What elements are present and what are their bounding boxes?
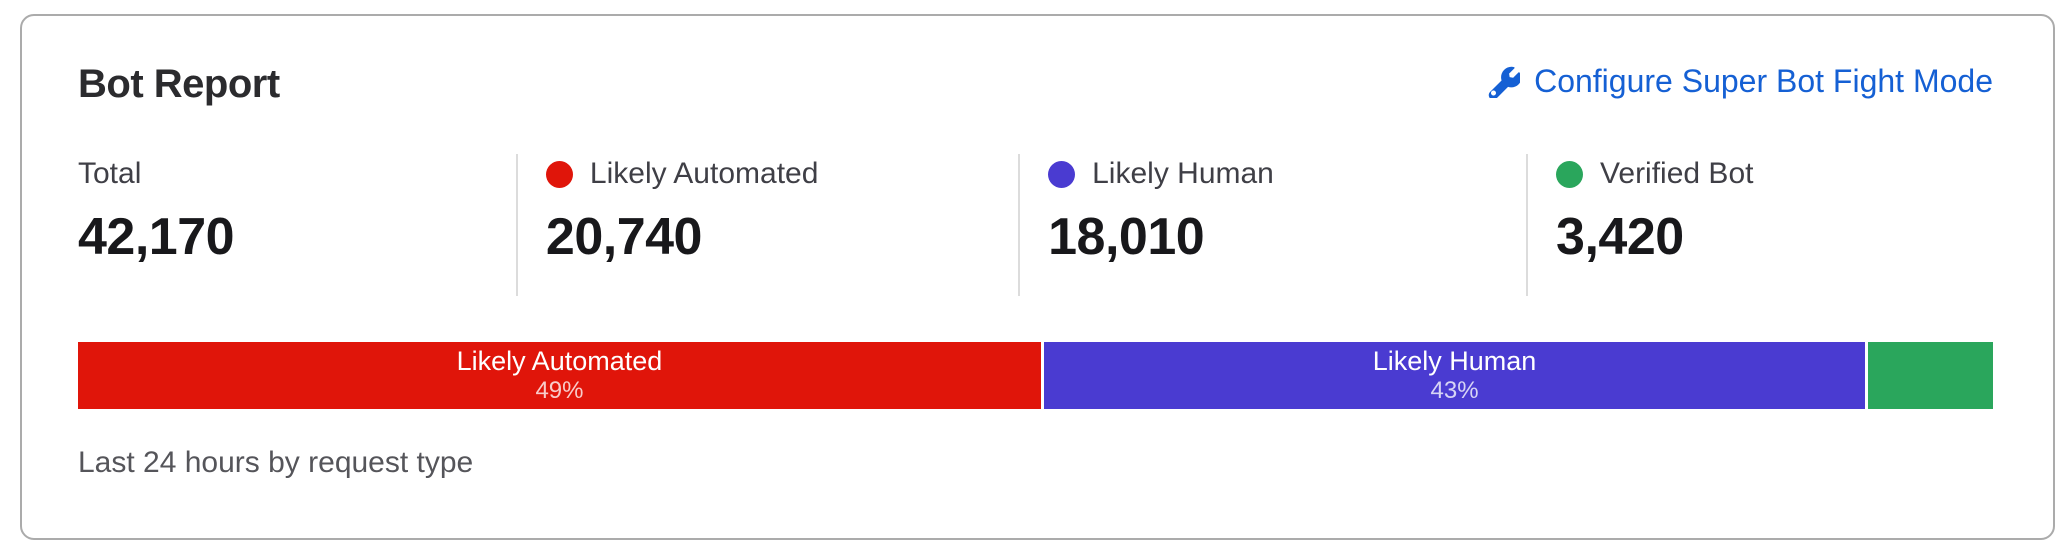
stat-likely-automated: Likely Automated 20,740 bbox=[515, 154, 1018, 296]
bar-segment-likely-automated[interactable]: Likely Automated 49% bbox=[78, 341, 1041, 409]
stat-verified-bot: Verified Bot 3,420 bbox=[1526, 154, 1993, 296]
stat-label: Total bbox=[78, 157, 142, 190]
configure-super-bot-fight-mode-link[interactable]: Configure Super Bot Fight Mode bbox=[1488, 63, 1993, 99]
stats-row: Total 42,170 Likely Automated 20,740 Lik… bbox=[78, 154, 1993, 296]
bar-segment-percent: 43% bbox=[1430, 377, 1479, 405]
stat-value: 42,170 bbox=[78, 208, 235, 266]
stat-label: Likely Automated bbox=[589, 157, 819, 190]
likely-human-dot-icon bbox=[1048, 160, 1076, 188]
stat-value: 20,740 bbox=[545, 208, 703, 266]
stat-value: 18,010 bbox=[1048, 208, 1205, 266]
bar-segment-percent: 49% bbox=[535, 377, 584, 405]
bar-segment-label: Likely Automated bbox=[456, 345, 663, 376]
bot-report-card: Bot Report Configure Super Bot Fight Mod… bbox=[20, 14, 2055, 540]
stat-label: Likely Human bbox=[1092, 157, 1274, 190]
bar-segment-label: Likely Human bbox=[1372, 345, 1537, 376]
page-title: Bot Report bbox=[78, 62, 280, 106]
chart-caption: Last 24 hours by request type bbox=[78, 445, 474, 479]
configure-link-label: Configure Super Bot Fight Mode bbox=[1534, 63, 1993, 99]
stacked-bar-chart: Likely Automated 49% Likely Human 43% bbox=[78, 341, 1993, 409]
bar-segment-verified-bot[interactable] bbox=[1868, 341, 1993, 409]
stat-total: Total 42,170 bbox=[78, 154, 516, 296]
card-header: Bot Report Configure Super Bot Fight Mod… bbox=[78, 60, 1993, 108]
bar-segment-likely-human[interactable]: Likely Human 43% bbox=[1043, 341, 1866, 409]
stat-value: 3,420 bbox=[1556, 208, 1684, 266]
wrench-icon bbox=[1488, 66, 1521, 98]
likely-automated-dot-icon bbox=[545, 160, 573, 188]
verified-bot-dot-icon bbox=[1556, 160, 1584, 188]
stat-likely-human: Likely Human 18,010 bbox=[1018, 154, 1526, 296]
stat-label: Verified Bot bbox=[1600, 157, 1754, 190]
